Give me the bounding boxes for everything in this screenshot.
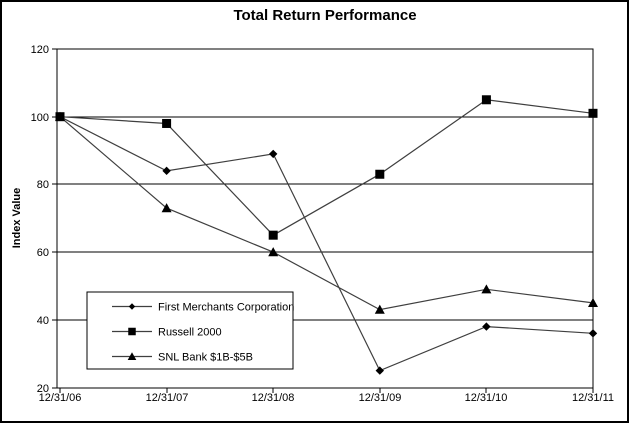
snl-bank-1b-5b-triangle-marker xyxy=(374,304,385,314)
first-merchants-corporation-line xyxy=(59,116,594,372)
russell-2000-line xyxy=(59,99,594,236)
x-tick-label: 12/31/10 xyxy=(465,392,508,404)
legend-label: First Merchants Corporation xyxy=(158,302,294,314)
first-merchants-corporation-diamond-marker xyxy=(375,366,384,375)
chart-title: Total Return Performance xyxy=(233,7,417,24)
legend-triangle-icon xyxy=(127,352,137,361)
snl-bank-1b-5b-line xyxy=(59,116,594,311)
legend-label: SNL Bank $1B-$5B xyxy=(158,352,253,364)
x-tick-label: 12/31/09 xyxy=(359,392,402,404)
y-tick-label: 20 xyxy=(37,383,49,395)
legend-item-snl-bank-1b-5b: SNL Bank $1B-$5B xyxy=(112,352,253,364)
russell-2000-square-marker xyxy=(375,169,385,179)
first-merchants-corporation-diamond-marker xyxy=(588,329,598,338)
legend-label: Russell 2000 xyxy=(158,327,222,339)
snl-bank-1b-5b-triangle-marker xyxy=(161,203,172,213)
first-merchants-corporation-diamond-marker xyxy=(269,149,278,159)
y-axis-title: Index Value xyxy=(11,187,23,249)
x-tick-label: 12/31/06 xyxy=(39,392,82,404)
y-tick-label: 80 xyxy=(37,179,49,191)
snl-bank-1b-5b-triangle-marker xyxy=(268,247,279,257)
legend-diamond-icon xyxy=(128,303,136,310)
y-tick-label: 40 xyxy=(37,315,49,327)
legend-item-first-merchants-corporation: First Merchants Corporation xyxy=(112,302,294,314)
x-tick-label: 12/31/11 xyxy=(572,392,614,404)
snl-bank-1b-5b-triangle-marker xyxy=(481,284,492,294)
x-tick-label: 12/31/08 xyxy=(252,392,295,404)
russell-2000-square-marker xyxy=(588,108,598,118)
legend-item-russell-2000: Russell 2000 xyxy=(112,327,222,339)
russell-2000-square-marker xyxy=(55,112,65,122)
x-tick-label: 12/31/07 xyxy=(146,392,189,404)
russell-2000-square-marker xyxy=(162,118,172,128)
legend-square-icon xyxy=(128,327,136,336)
y-tick-label: 120 xyxy=(31,44,49,56)
y-tick-label: 60 xyxy=(37,247,49,259)
first-merchants-corporation-diamond-marker xyxy=(162,166,171,176)
snl-bank-1b-5b-triangle-marker xyxy=(588,297,598,307)
plot-border xyxy=(56,48,594,389)
russell-2000-square-marker xyxy=(481,95,491,105)
legend: First Merchants Corporation Russell 2000 S… xyxy=(86,291,294,370)
first-merchants-corporation-diamond-marker xyxy=(482,322,491,331)
y-tick-label: 100 xyxy=(31,112,49,124)
russell-2000-square-marker xyxy=(268,230,278,240)
